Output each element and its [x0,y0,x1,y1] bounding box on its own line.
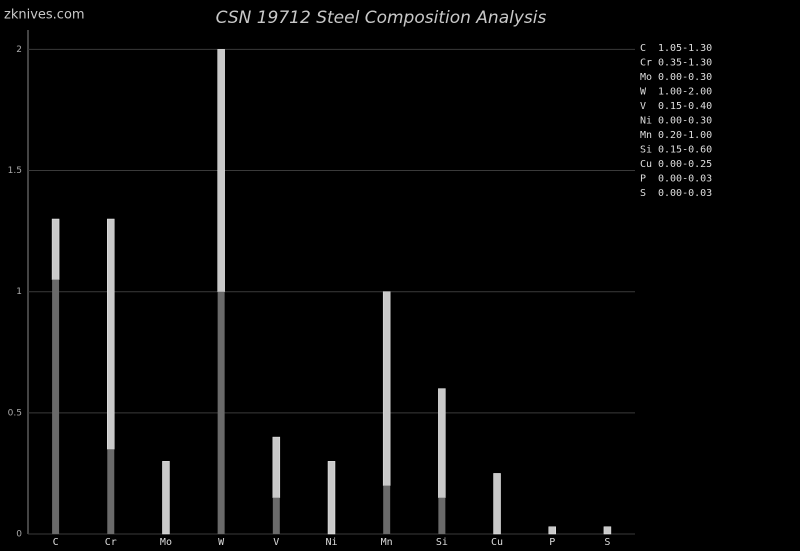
legend-range: 0.00-0.25 [658,159,712,170]
chart-title: CSN 19712 Steel Composition Analysis [216,8,547,28]
legend-range: 1.05-1.30 [658,43,712,54]
legend-symbol: P [640,174,646,185]
range-bar-low [438,497,446,534]
range-bar-low [107,449,115,534]
legend-symbol: Mo [640,72,652,83]
range-bar-low [217,291,225,534]
legend-range: 0.00-0.03 [658,174,712,185]
y-tick-label: 1.5 [8,166,22,176]
legend-symbol: W [640,87,647,98]
range-bar-high [272,436,281,498]
legend-symbol: C [640,43,646,54]
range-bar-high [548,526,556,535]
y-tick-label: 0 [16,530,22,540]
x-tick-label: Mo [160,537,172,548]
x-tick-label: Si [436,537,448,548]
x-tick-label: V [273,537,279,548]
range-bar-low [52,279,60,534]
range-bar-high [438,388,446,498]
legend-symbol: Si [640,145,652,156]
legend-symbol: Mn [640,130,652,141]
watermark: zknives.com [4,8,85,23]
legend-range: 1.00-2.00 [658,87,712,98]
range-bar-high [51,218,60,280]
legend-symbol: V [640,101,646,112]
range-bar-high [603,526,612,535]
x-tick-label: Cr [105,537,117,548]
x-tick-label: P [549,537,555,548]
range-bar-high [382,291,391,486]
legend-range: 0.20-1.00 [658,130,712,141]
y-tick-label: 1 [16,287,22,297]
legend-range: 0.35-1.30 [658,58,712,69]
legend-symbol: Ni [640,116,652,127]
legend-range: 0.00-0.03 [658,188,712,199]
range-bar-high [162,461,170,535]
x-tick-label: C [53,537,59,548]
range-bar-low [272,497,280,534]
x-tick-label: Mn [381,537,393,548]
x-tick-label: Ni [325,537,337,548]
y-tick-label: 2 [16,45,22,55]
range-bar-high [327,461,336,535]
x-tick-label: W [218,537,225,548]
legend-range: 0.15-0.40 [658,101,712,112]
y-tick-label: 0.5 [8,408,22,418]
legend-range: 0.15-0.60 [658,145,712,156]
legend-range: 0.00-0.30 [658,116,712,127]
legend-range: 0.00-0.30 [658,72,712,83]
range-bar-low [383,485,391,534]
x-tick-label: S [604,537,610,548]
legend-symbol: Cr [640,58,652,69]
legend-symbol: Cu [640,159,652,170]
range-bar-high [217,49,225,292]
legend-symbol: S [640,188,646,199]
x-tick-label: Cu [491,537,503,548]
range-bar-high [493,473,501,535]
range-bar-high [107,218,115,450]
